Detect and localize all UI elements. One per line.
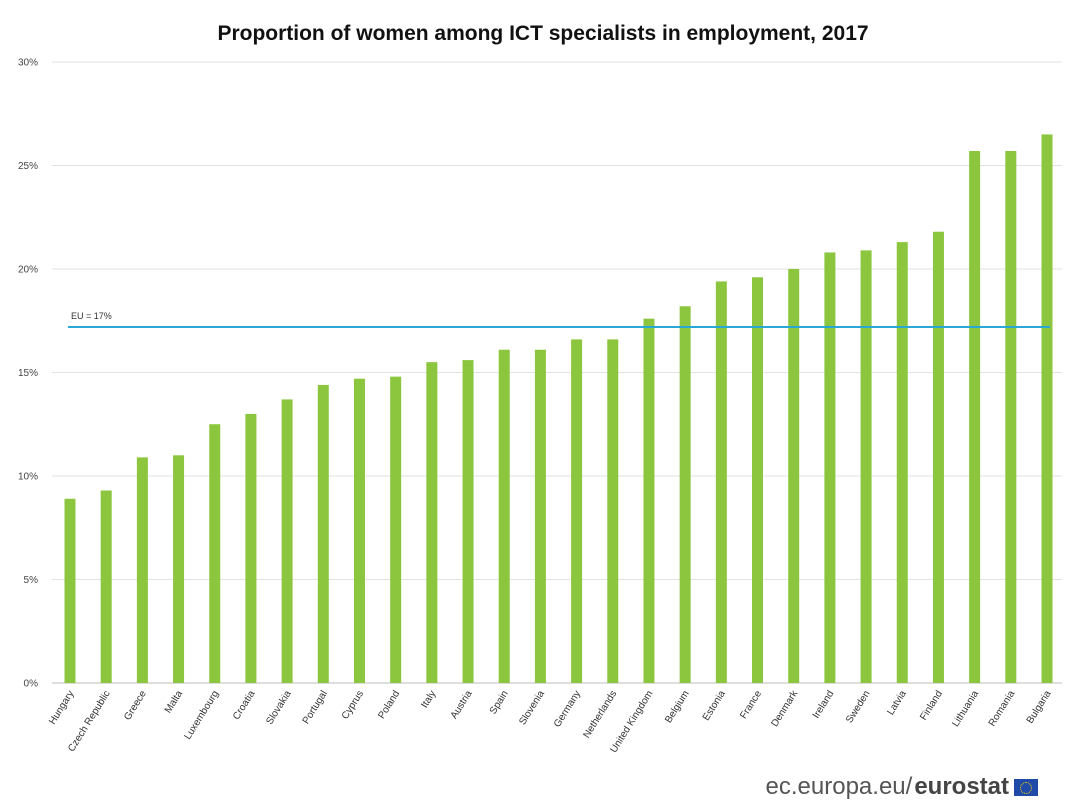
x-tick-label: Denmark xyxy=(769,688,800,729)
x-tick-label: Cyprus xyxy=(340,689,366,722)
bar xyxy=(281,399,293,683)
bar xyxy=(390,376,402,683)
bar xyxy=(462,360,474,683)
bar xyxy=(643,318,655,683)
chart-title: Proportion of women among ICT specialist… xyxy=(217,22,869,45)
x-tick-label: Estonia xyxy=(701,688,728,722)
x-tick-label: Spain xyxy=(488,689,511,717)
y-tick-label: 0% xyxy=(24,679,39,690)
bar xyxy=(173,455,185,683)
x-tick-label: Malta xyxy=(163,688,186,715)
bar xyxy=(896,242,908,683)
bar xyxy=(426,362,438,683)
x-tick-label: Sweden xyxy=(844,689,872,725)
x-tick-label: Belgium xyxy=(663,689,691,725)
bar xyxy=(788,269,800,683)
bar xyxy=(715,281,727,683)
bar xyxy=(534,349,546,683)
bar xyxy=(353,378,365,683)
y-tick-label: 10% xyxy=(18,472,38,483)
bar xyxy=(824,252,836,683)
x-tick-label: Netherlands xyxy=(581,689,619,741)
y-tick-label: 15% xyxy=(18,368,38,379)
y-tick-label: 5% xyxy=(24,575,39,586)
bar xyxy=(209,424,221,683)
source-footer: ec.europa.eu/eurostat xyxy=(766,771,1038,803)
x-tick-label: Luxembourg xyxy=(182,689,221,742)
source-brand: eurostat xyxy=(914,773,1009,800)
x-tick-label: Greece xyxy=(122,688,149,722)
bar xyxy=(752,277,764,683)
bar xyxy=(1041,134,1053,683)
bar xyxy=(136,457,148,683)
x-tick-label: Portugal xyxy=(301,689,330,726)
bar xyxy=(245,413,257,683)
x-tick-label: Italy xyxy=(419,689,438,710)
bar xyxy=(317,384,329,683)
eu-flag-icon xyxy=(1014,778,1038,796)
x-tick-label: Slovenia xyxy=(517,688,547,727)
x-tick-label: Romania xyxy=(987,688,1018,728)
x-tick-label: Latvia xyxy=(885,688,909,717)
bar xyxy=(1005,151,1017,683)
bar xyxy=(64,498,76,683)
y-tick-label: 30% xyxy=(18,58,38,69)
bar xyxy=(607,339,619,683)
x-tick-label: Croatia xyxy=(231,688,258,722)
eu-average-label: EU = 17% xyxy=(71,311,112,321)
x-tick-label: Austria xyxy=(449,688,475,721)
x-tick-label: Finland xyxy=(918,689,945,723)
x-tick-label: France xyxy=(738,688,764,721)
x-tick-label: Germany xyxy=(552,689,583,730)
x-tick-label: Bulgaria xyxy=(1025,688,1054,725)
bar xyxy=(860,250,872,683)
x-tick-label: Lithuania xyxy=(950,688,981,729)
bar xyxy=(969,151,981,683)
source-site: ec.europa.eu/ xyxy=(765,773,913,800)
x-tick-label: Slovakia xyxy=(264,688,294,726)
x-tick-label: Poland xyxy=(376,689,402,721)
x-tick-label: Ireland xyxy=(811,689,837,721)
bar xyxy=(679,306,691,683)
bar xyxy=(100,490,112,683)
bar xyxy=(498,349,510,683)
y-tick-label: 20% xyxy=(18,265,38,276)
y-tick-label: 25% xyxy=(18,161,38,172)
bar xyxy=(932,231,944,684)
bar xyxy=(571,339,583,683)
x-tick-label: Hungary xyxy=(47,689,76,727)
